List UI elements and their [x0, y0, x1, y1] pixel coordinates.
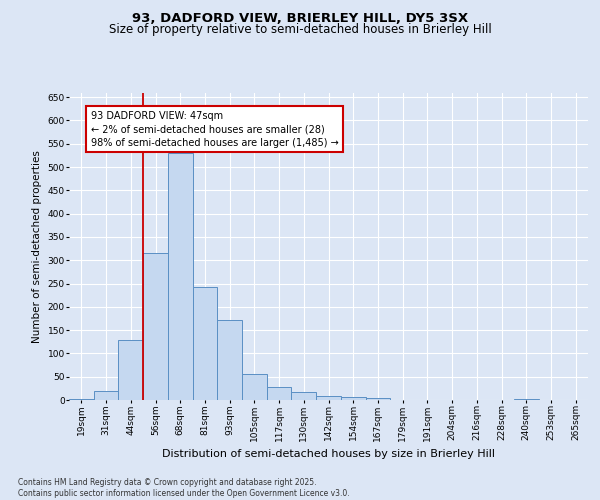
Bar	[365, 398, 390, 400]
Bar	[168, 153, 193, 400]
Bar	[193, 287, 217, 400]
Bar	[118, 340, 143, 400]
Text: Size of property relative to semi-detached houses in Brierley Hill: Size of property relative to semi-detach…	[109, 22, 491, 36]
Bar	[316, 396, 341, 400]
Bar	[94, 390, 118, 400]
Bar	[217, 320, 242, 400]
Bar	[242, 374, 267, 400]
Bar	[514, 399, 539, 400]
X-axis label: Distribution of semi-detached houses by size in Brierley Hill: Distribution of semi-detached houses by …	[162, 449, 495, 459]
Y-axis label: Number of semi-detached properties: Number of semi-detached properties	[32, 150, 42, 342]
Bar	[143, 253, 168, 400]
Text: 93, DADFORD VIEW, BRIERLEY HILL, DY5 3SX: 93, DADFORD VIEW, BRIERLEY HILL, DY5 3SX	[132, 12, 468, 26]
Bar	[69, 398, 94, 400]
Bar	[341, 396, 365, 400]
Text: 93 DADFORD VIEW: 47sqm
← 2% of semi-detached houses are smaller (28)
98% of semi: 93 DADFORD VIEW: 47sqm ← 2% of semi-deta…	[91, 111, 338, 148]
Bar	[292, 392, 316, 400]
Text: Contains HM Land Registry data © Crown copyright and database right 2025.
Contai: Contains HM Land Registry data © Crown c…	[18, 478, 350, 498]
Bar	[267, 388, 292, 400]
